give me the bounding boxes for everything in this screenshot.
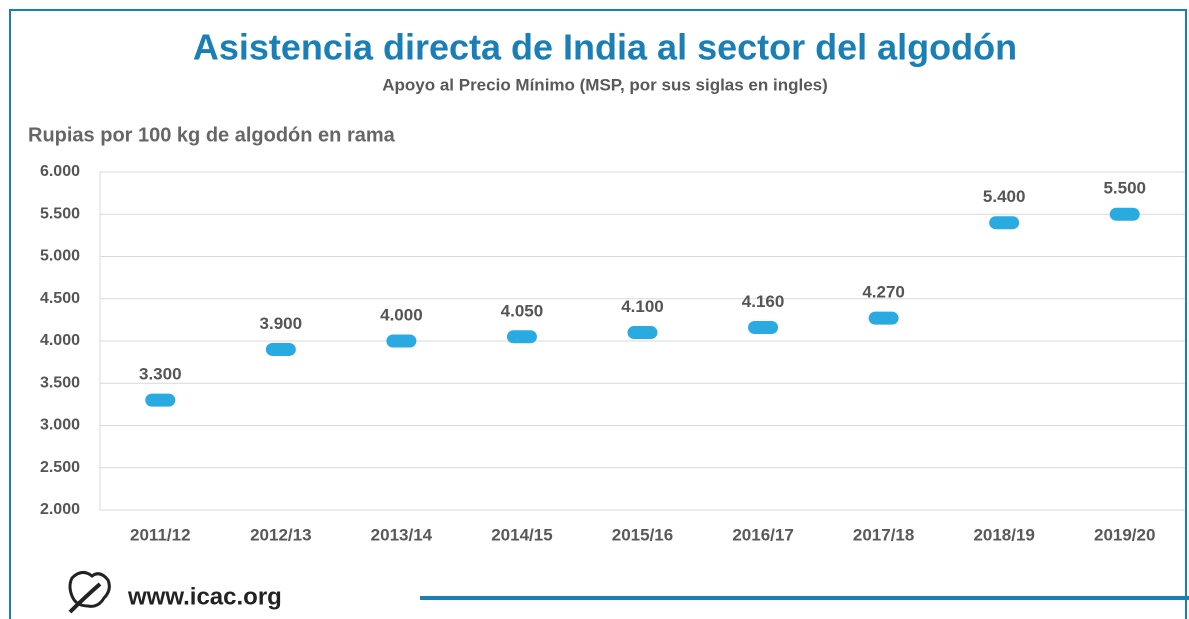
x-tick-label: 2015/16: [612, 525, 673, 544]
data-label: 4.050: [501, 301, 544, 320]
source: www.icac.org: [127, 583, 282, 610]
y-tick-label: 5.500: [40, 205, 80, 222]
data-label: 5.500: [1103, 179, 1146, 198]
marker: [627, 326, 658, 340]
y-axis-label: Rupias por 100 kg de algodón en rama: [28, 124, 396, 146]
marker: [868, 311, 899, 325]
x-tick-label: 2017/18: [853, 525, 914, 544]
data-label: 3.300: [139, 365, 182, 384]
y-tick-label: 4.000: [40, 332, 80, 349]
data-label: 4.270: [862, 283, 905, 302]
y-tick-label: 4.500: [40, 290, 80, 307]
x-tick-label: 2019/20: [1094, 525, 1155, 544]
marker: [506, 330, 537, 344]
data-label: 4.160: [742, 292, 785, 311]
y-tick-label: 2.000: [40, 501, 80, 518]
y-tick-label: 3.000: [40, 417, 80, 434]
x-tick-label: 2012/13: [250, 525, 311, 544]
y-tick-label: 2.500: [40, 459, 80, 476]
data-label: 3.900: [260, 314, 303, 333]
x-tick-label: 2018/19: [973, 525, 1034, 544]
y-tick-label: 6.000: [40, 163, 80, 180]
logo: [68, 571, 111, 614]
x-tick-label: 2014/15: [491, 525, 552, 544]
chart-title: Asistencia directa de India al sector de…: [193, 27, 1017, 68]
x-tick-label: 2016/17: [732, 525, 793, 544]
frame: [9, 9, 1187, 619]
marker: [265, 342, 296, 356]
chart-subtitle: Apoyo al Precio Mínimo (MSP, por sus sig…: [382, 75, 828, 94]
y-tick-label: 3.500: [40, 374, 80, 391]
marker: [989, 216, 1020, 230]
x-tick-label: 2013/14: [371, 525, 433, 544]
marker: [386, 334, 417, 348]
y-tick-label: 5.000: [40, 248, 80, 265]
data-label: 5.400: [983, 187, 1026, 206]
data-label: 4.100: [621, 297, 664, 316]
marker: [1109, 207, 1140, 221]
marker: [145, 393, 176, 407]
data-label: 4.000: [380, 305, 423, 324]
marker: [748, 320, 779, 334]
x-tick-label: 2011/12: [130, 525, 191, 544]
